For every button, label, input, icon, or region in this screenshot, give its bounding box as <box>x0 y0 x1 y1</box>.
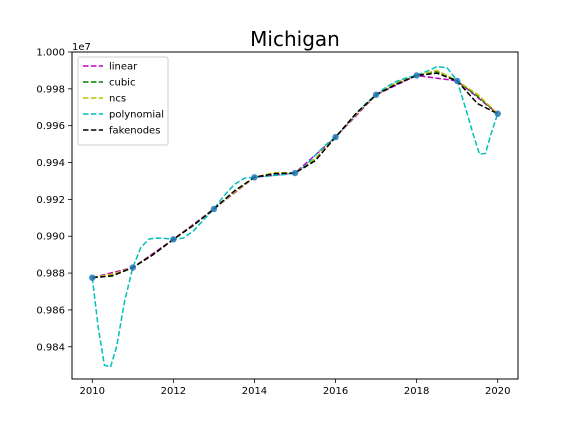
x-tick-label: 2016 <box>323 386 348 397</box>
x-tick-label: 2018 <box>404 386 429 397</box>
data-point <box>129 264 137 271</box>
data-point <box>89 274 96 281</box>
x-tick-label: 2014 <box>242 386 267 397</box>
data-point <box>453 77 461 85</box>
y-tick-label: 0.986 <box>36 305 65 316</box>
x-tick-label: 2012 <box>161 386 186 397</box>
y-tick-label: 0.992 <box>36 195 65 206</box>
x-tick-label: 2010 <box>80 386 105 397</box>
y-tick-label: 0.990 <box>36 232 65 243</box>
y-tick-label: 0.984 <box>36 342 65 353</box>
legend-label-polynomial: polynomial <box>109 110 164 121</box>
data-point <box>494 110 501 117</box>
legend-label-ncs: ncs <box>109 94 126 105</box>
chart-title: Michigan <box>250 27 340 51</box>
data-point <box>413 72 420 79</box>
series-line-polynomial <box>91 65 499 368</box>
y-multiplier-label: 1e7 <box>72 42 91 53</box>
data-point <box>372 91 380 98</box>
y-tick-label: 0.988 <box>36 269 65 280</box>
legend-label-cubic: cubic <box>109 78 135 89</box>
y-tick-label: 0.996 <box>36 121 65 132</box>
series-line-fakenodes <box>92 72 499 279</box>
data-point <box>210 205 218 213</box>
x-tick-label: 2020 <box>485 386 510 397</box>
legend-label-linear: linear <box>109 62 138 73</box>
legend: linear cubic ncs polynomial fakenodes <box>77 56 169 146</box>
legend-box <box>77 56 169 146</box>
data-point <box>291 169 299 177</box>
axes: 2010 2012 2014 2016 2018 2020 0.984 0.986 0.988 0… <box>36 48 510 398</box>
y-tick-label: 0.998 <box>36 84 65 95</box>
y-tick-label: 1.000 <box>36 48 65 59</box>
data-point <box>332 133 339 141</box>
legend-label-fakenodes: fakenodes <box>109 126 160 137</box>
plot-area <box>89 65 501 368</box>
data-point <box>251 174 258 181</box>
data-point <box>170 236 177 243</box>
y-tick-label: 0.994 <box>36 158 65 169</box>
plot-frame <box>71 51 519 380</box>
